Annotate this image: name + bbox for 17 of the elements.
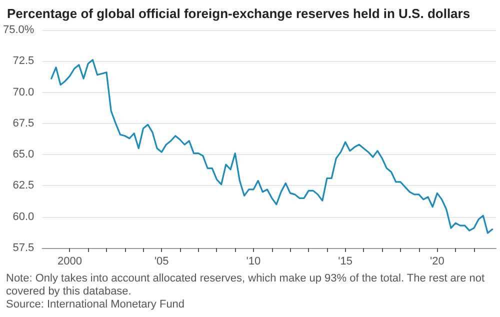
- x-tick-label: '15: [338, 256, 353, 268]
- y-tick-label: 60.0: [12, 210, 34, 223]
- x-tick-label: 2000: [58, 256, 82, 268]
- y-tick-label: 65.0: [12, 148, 34, 161]
- x-tick-label: '05: [154, 256, 169, 268]
- y-tick-label: 67.5: [12, 117, 34, 130]
- chart-title: Percentage of global official foreign-exchange reserves held in U.S. dollars: [7, 6, 470, 21]
- y-tick-label: 75.0%: [2, 24, 34, 36]
- line-series: [50, 59, 494, 234]
- source-note: Source: International Monetary Fund: [6, 298, 185, 310]
- y-tick-label: 57.5: [12, 242, 34, 254]
- y-tick-label: 62.5: [12, 180, 34, 192]
- x-tick-label: '10: [246, 256, 261, 268]
- y-tick-label: 70.0: [12, 86, 34, 98]
- text: Note: Only takes into account allocated reserves, which make up 93% of the total. The rest are not covered by this database.: [6, 272, 488, 298]
- x-tick-label: '20: [430, 256, 444, 268]
- y-tick-label: 72.5: [12, 55, 34, 68]
